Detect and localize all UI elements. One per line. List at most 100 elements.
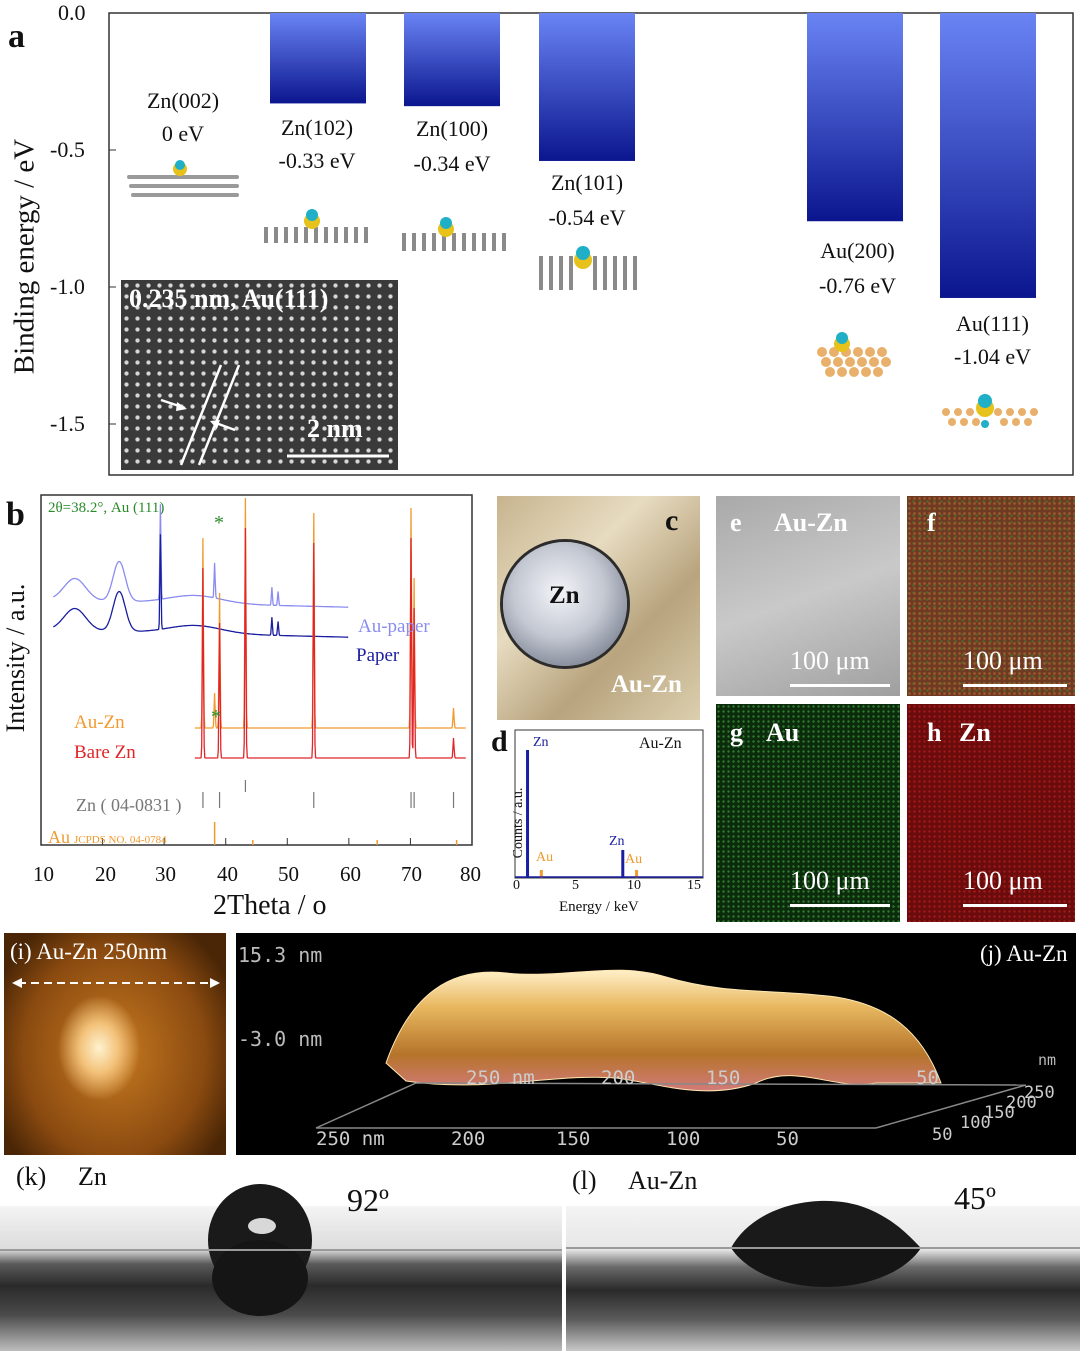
bar-au111 <box>940 13 1036 298</box>
legend-bare-zn: Bare Zn <box>74 742 136 763</box>
hrtem-inset: 0.235 nm, Au(111) 2 nm <box>121 280 398 470</box>
xrd-curve-paper <box>53 534 349 638</box>
panel-l-angle: 45º <box>954 1180 996 1216</box>
eds-peak-au <box>539 870 543 878</box>
panel-g-letter: g <box>730 718 743 747</box>
slab-model-zn102 <box>264 209 368 243</box>
panel-l-name: Au-Zn <box>628 1166 698 1195</box>
bar-label-zn101: Zn(101) -0.54 eV <box>548 170 626 230</box>
panel-k-name: Zn <box>78 1162 107 1191</box>
panel-g-scale: 100 μm <box>790 866 870 895</box>
panel-e-scalebar <box>790 684 890 687</box>
panel-b-annotation: 2θ=38.2°, Au (111) <box>48 500 165 516</box>
slab-model-au200 <box>817 332 891 377</box>
panel-h-scalebar <box>963 904 1067 907</box>
afm-3d-surface <box>315 969 1027 1129</box>
eds-peak-au <box>635 870 639 878</box>
panel-l-droplet <box>566 1200 1080 1287</box>
panel-g-title: Au <box>766 718 800 747</box>
ytick-2: -1.0 <box>50 274 85 299</box>
panel-j-unit: nm <box>1038 1051 1057 1069</box>
panel-h-letter: h <box>927 718 942 747</box>
legend-au-zn: Au-Zn <box>74 712 125 733</box>
zn-disc <box>503 542 627 666</box>
ytick-3: -1.5 <box>50 411 85 436</box>
bar-label-zn102: Zn(102) -0.33 eV <box>278 115 356 173</box>
panel-e-letter: e <box>730 508 742 537</box>
bar-label-au200: Au(200) -0.76 eV <box>819 238 896 298</box>
panel-j-axis2: 250 nm 200 150 50 <box>466 1067 939 1089</box>
lattice-marker <box>160 364 389 466</box>
panel-e-title: Au-Zn <box>774 508 848 537</box>
panel-d: d Au-Zn Counts / a.u. Zn Au Zn Au 0 5 10… <box>491 725 706 925</box>
slab-model-au111 <box>942 394 1038 428</box>
panel-f-scale: 100 μm <box>963 646 1043 675</box>
ytick-1: -0.5 <box>50 137 85 162</box>
bar-label-au111: Au(111) -1.04 eV <box>954 311 1031 369</box>
panel-k-angle: 92º <box>347 1182 389 1218</box>
slab-model-zn101 <box>539 246 637 290</box>
xrd-curve-bare zn <box>194 527 466 759</box>
panel-l: (l) Au-Zn 45º <box>566 1160 1080 1351</box>
bar-label-zn100: Zn(100) -0.34 eV <box>413 116 491 176</box>
legend-au-paper: Au-paper <box>358 616 430 637</box>
ref-zn-label: Zn ( 04-0831 ) <box>76 795 182 815</box>
panel-j-axis1: 250 nm 200 150 100 50 <box>316 1128 799 1150</box>
panel-k: (k) Zn 92º <box>0 1160 562 1351</box>
panel-h-title: Zn <box>959 718 991 747</box>
bar-au200 <box>807 13 903 222</box>
panel-d-letter: d <box>491 725 508 758</box>
panel-j: 15.3 nm -3.0 nm (j) Au-Zn nm 250 nm 200 … <box>236 933 1076 1155</box>
eds-peak-au1: Au <box>536 850 554 865</box>
panel-e: e Au-Zn 100 μm <box>716 496 900 696</box>
panel-a: a Binding energy / eV 0.0 -0.5 -1.0 -1.5… <box>0 0 1080 485</box>
au-peak-star-2: * <box>211 706 221 728</box>
ref-au-label: Au JCPDS NO. 04-0784 <box>48 827 167 847</box>
zn-label: Zn <box>549 582 580 609</box>
panel-d-title: Au-Zn <box>639 735 682 752</box>
xrd-chart: * * <box>40 494 473 846</box>
slab-model-zn100 <box>402 217 506 251</box>
panel-a-letter: a <box>8 18 25 55</box>
panel-i: (i) Au-Zn 250nm <box>4 933 226 1155</box>
auzn-label: Au-Zn <box>611 671 682 698</box>
xtick-labels: 10 20 30 40 50 60 70 80 <box>33 862 481 886</box>
eds-peak-au2: Au <box>625 852 643 867</box>
eds-peak-zn <box>526 750 530 878</box>
bar-zn100 <box>404 13 500 107</box>
panel-k-droplet <box>0 1184 562 1316</box>
panel-b-letter: b <box>6 496 25 533</box>
panel-f-scalebar <box>963 684 1067 687</box>
panel-j-label: (j) Au-Zn <box>980 941 1068 966</box>
eds-peak-zn <box>621 850 625 878</box>
bar-label-zn002: Zn(002) 0 eV <box>146 88 220 146</box>
panel-g-scalebar <box>790 904 890 907</box>
panel-h: h Zn 100 μm <box>907 704 1075 922</box>
bar-zn102 <box>270 13 366 104</box>
au-peak-star-1: * <box>214 512 224 534</box>
panel-l-label: (l) <box>572 1166 597 1195</box>
xrd-curve-au-zn <box>194 497 466 729</box>
panel-i-scale-arrow <box>12 978 220 988</box>
panel-j-axis3: 250 200 150 100 50 <box>932 1083 1055 1145</box>
panel-f-letter: f <box>927 508 936 537</box>
slab-model-zn002 <box>127 160 239 197</box>
legend-paper: Paper <box>356 645 400 666</box>
panel-c-letter: c <box>665 504 679 537</box>
ytick-0: 0.0 <box>58 0 86 25</box>
panel-c: c Zn Au-Zn <box>497 496 700 720</box>
xrd-curve-au-paper <box>53 504 349 608</box>
panel-b-xlabel: 2Theta / o <box>213 890 327 921</box>
panel-h-scale: 100 μm <box>963 866 1043 895</box>
panel-g: g Au 100 μm <box>716 704 900 922</box>
panel-i-label: (i) Au-Zn 250nm <box>10 939 168 964</box>
panel-b: b Intensity / a.u. 2θ=38.2°, Au (111) * … <box>0 490 490 925</box>
hrtem-label: 0.235 nm, Au(111) <box>129 284 329 313</box>
panel-k-label: (k) <box>16 1162 47 1191</box>
panel-d-xlabel: Energy / keV <box>559 899 639 915</box>
hrtem-scale-label: 2 nm <box>307 414 363 443</box>
panel-e-scale: 100 μm <box>790 646 870 675</box>
bar-zn101 <box>539 13 635 161</box>
eds-peak-zn1: Zn <box>533 735 549 750</box>
panel-j-ztop: 15.3 nm <box>238 943 323 967</box>
